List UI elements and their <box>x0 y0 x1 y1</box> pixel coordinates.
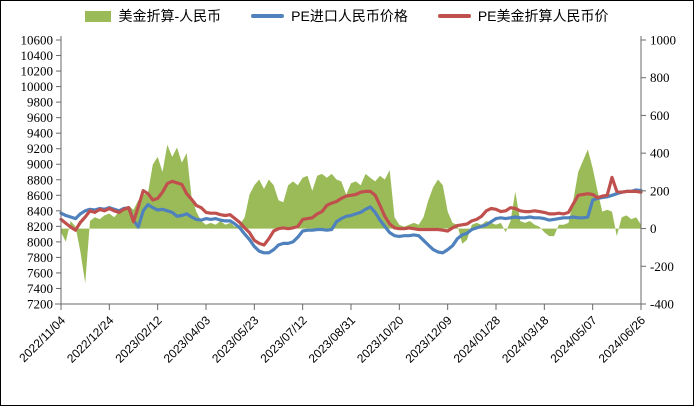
left-axis-tick-label: 7200 <box>27 297 53 312</box>
x-axis-tick-label: 2024/05/07 <box>547 313 600 366</box>
legend-label-red-line: PE美金折算人民币价 <box>477 8 609 24</box>
y-axis-right: 1000 800 600 400 200 0 -200 -400 <box>641 33 676 312</box>
right-axis-tick-label: -200 <box>650 259 674 274</box>
legend-item-area: 美金折算-人民币 <box>85 6 221 26</box>
left-axis-tick-label: 7400 <box>27 281 53 296</box>
x-axis-labels: 2022/11/042022/12/242023/02/122023/04/03… <box>16 304 648 366</box>
x-axis-tick-label: 2023/10/20 <box>354 313 407 366</box>
legend-item-blue-line: PE进口人民币价格 <box>251 6 408 26</box>
right-axis-tick-label: 600 <box>650 108 670 123</box>
left-axis-tick-label: 10400 <box>21 48 54 63</box>
right-axis-tick-label: 800 <box>650 70 670 85</box>
legend-label-area: 美金折算-人民币 <box>118 8 222 24</box>
right-axis-tick-label: 200 <box>650 183 670 198</box>
left-axis-tick-label: 7600 <box>27 265 53 280</box>
chart-legend: 美金折算-人民币 PE进口人民币价格 PE美金折算人民币价 <box>1 6 693 26</box>
x-axis-tick-label: 2022/12/24 <box>64 313 117 366</box>
x-axis-tick-label: 2023/02/12 <box>112 313 165 366</box>
axes <box>55 36 642 305</box>
right-axis-tick-label: 1000 <box>650 33 676 48</box>
x-axis-tick-label: 2023/12/09 <box>402 313 455 366</box>
red-line-swatch-icon <box>437 14 471 18</box>
left-axis-tick-label: 9800 <box>27 95 53 110</box>
right-axis-tick-label: -400 <box>650 297 674 312</box>
x-axis-tick-label: 2023/07/12 <box>257 313 310 366</box>
left-axis-tick-label: 9200 <box>27 141 53 156</box>
x-axis-tick-label: 2023/04/03 <box>161 313 214 366</box>
x-axis-tick-label: 2024/06/26 <box>596 313 649 366</box>
left-axis-tick-label: 8200 <box>27 219 53 234</box>
left-axis-tick-label: 9000 <box>27 157 53 172</box>
line-series-blue <box>59 188 643 255</box>
left-axis-tick-label: 10000 <box>21 79 54 94</box>
left-axis-tick-label: 8600 <box>27 188 53 203</box>
left-axis-tick-label: 10200 <box>21 64 54 79</box>
left-axis-tick-label: 10600 <box>21 33 54 48</box>
right-axis-tick-label: 400 <box>650 146 670 161</box>
blue-line-swatch-icon <box>251 14 285 18</box>
y-axis-left: 1060010400102001000098009600940092009000… <box>21 33 61 312</box>
x-axis-tick-label: 2024/03/18 <box>499 313 552 366</box>
left-axis-tick-label: 8800 <box>27 172 53 187</box>
left-axis-tick-label: 9600 <box>27 110 53 125</box>
right-axis-tick-label: 0 <box>650 221 657 236</box>
legend-item-red-line: PE美金折算人民币价 <box>437 6 609 26</box>
x-axis-tick-label: 2022/11/04 <box>16 313 68 365</box>
line-series-red <box>59 175 643 247</box>
x-axis-tick-label: 2024/01/28 <box>451 313 504 366</box>
legend-label-blue-line: PE进口人民币价格 <box>291 8 408 24</box>
x-axis-tick-label: 2023/08/31 <box>306 313 359 366</box>
x-axis-tick-label: 2023/05/23 <box>209 313 262 366</box>
left-axis-tick-label: 8400 <box>27 203 53 218</box>
left-axis-tick-label: 7800 <box>27 250 53 265</box>
left-axis-tick-label: 9400 <box>27 126 53 141</box>
left-axis-tick-label: 8000 <box>27 234 53 249</box>
area-series-swatch-icon <box>85 10 112 22</box>
